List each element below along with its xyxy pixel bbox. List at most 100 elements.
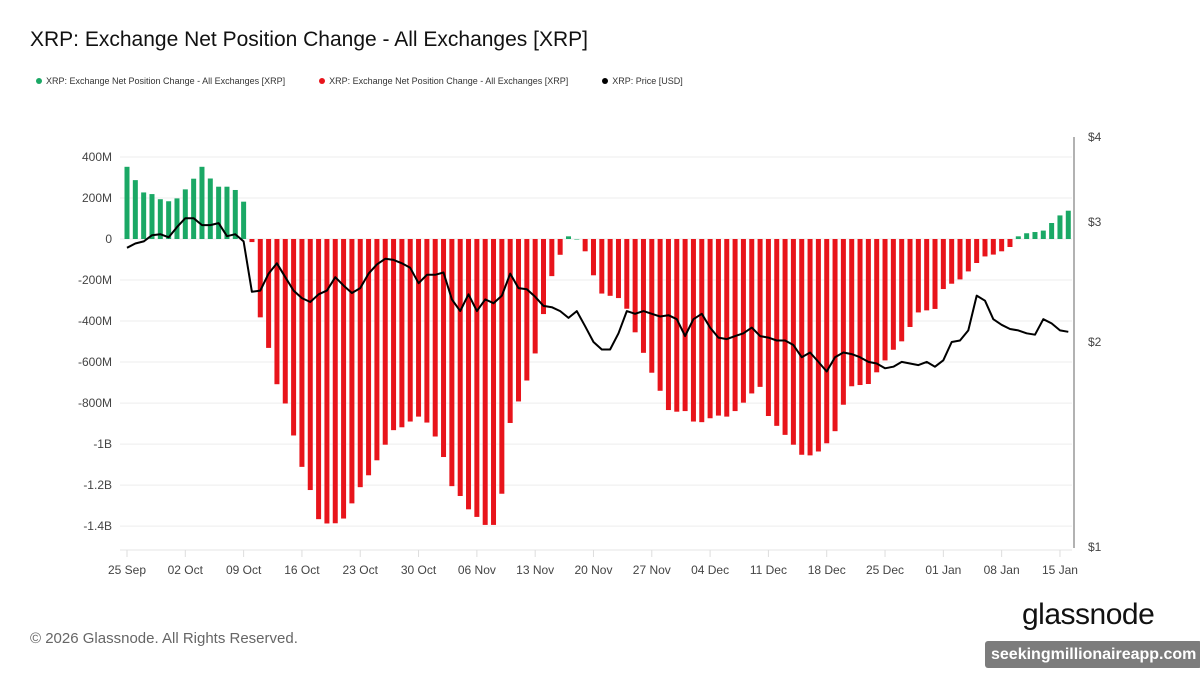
bar-outflow (607, 239, 613, 296)
bar-outflow (249, 239, 255, 243)
glassnode-logo: glassnode (1022, 598, 1155, 631)
bar-outflow (649, 239, 655, 373)
legend-item-price[interactable]: XRP: Price [USD] (602, 76, 683, 86)
bar-inflow (149, 194, 155, 239)
bar-outflow (674, 239, 680, 412)
bar-outflow (516, 239, 522, 402)
x-tick-label: 13 Nov (516, 563, 554, 577)
bar-outflow (757, 239, 763, 387)
bar-outflow (849, 239, 855, 387)
bar-inflow (232, 189, 238, 239)
bar-outflow (341, 239, 347, 519)
bar-outflow (541, 239, 546, 315)
bar-outflow (782, 239, 788, 435)
bar-outflow (774, 239, 780, 426)
bar-inflow (1015, 236, 1021, 239)
bar-inflow (207, 178, 213, 239)
bar-inflow (224, 186, 230, 239)
bar-outflow (690, 239, 696, 422)
x-tick-label: 23 Oct (343, 563, 379, 577)
x-tick-label: 18 Dec (808, 563, 846, 577)
bar-outflow (974, 239, 980, 263)
bar-outflow (632, 239, 638, 333)
bar-outflow (391, 239, 397, 431)
bar-outflow (624, 239, 630, 309)
bar-outflow (482, 239, 488, 525)
legend-dot-icon (602, 78, 609, 84)
bar-inflow (1049, 223, 1055, 239)
bar-outflow (740, 239, 746, 403)
bar-outflow (874, 239, 880, 373)
x-tick-label: 25 Sep (108, 563, 146, 577)
price-line (126, 217, 1069, 373)
bar-outflow (332, 239, 338, 524)
bar-inflow (1057, 215, 1063, 239)
bar-outflow (449, 239, 455, 487)
bar-outflow (924, 239, 930, 311)
price-line-series (126, 217, 1069, 373)
bar-outflow (749, 239, 755, 394)
watermark: seekingmillionaireapp.com (985, 641, 1200, 668)
bar-outflow (324, 239, 330, 524)
bar-outflow (524, 239, 530, 381)
bar-inflow (1040, 230, 1046, 239)
bar-inflow (191, 178, 197, 239)
bar-outflow (824, 239, 830, 444)
bar-outflow (657, 239, 663, 391)
y-left-tick-label: 0 (105, 232, 112, 246)
bar-inflow (216, 186, 222, 239)
bar-outflow (599, 239, 605, 294)
x-tick-label: 11 Dec (750, 563, 787, 577)
bar-outflow (957, 239, 963, 280)
legend-label: XRP: Price [USD] (612, 76, 683, 86)
legend-label: XRP: Exchange Net Position Change - All … (46, 76, 286, 86)
bar-outflow (474, 239, 480, 517)
bar-outflow (274, 239, 280, 385)
bar-outflow (857, 239, 863, 386)
bar-outflow (982, 239, 988, 257)
legend-item-outflow[interactable]: XRP: Exchange Net Position Change - All … (319, 76, 568, 86)
bar-outflow (282, 239, 288, 404)
bar-outflow (382, 239, 388, 445)
bar-outflow (299, 239, 305, 467)
legend-label: XRP: Exchange Net Position Change - All … (329, 76, 569, 86)
legend-item-inflow[interactable]: XRP: Exchange Net Position Change - All … (36, 76, 285, 86)
bar-outflow (665, 239, 671, 411)
bar-inflow (132, 180, 138, 239)
x-tick-label: 15 Jan (1042, 563, 1078, 577)
bar-outflow (882, 239, 888, 361)
bar-inflow (182, 189, 188, 239)
x-tick-label: 20 Nov (574, 563, 612, 577)
bar-outflow (316, 239, 322, 520)
bar-inflow (1032, 232, 1038, 239)
bar-inflow (1024, 233, 1030, 239)
y-left-tick-label: -400M (78, 314, 112, 328)
x-tick-label: 16 Oct (284, 563, 320, 577)
x-tick-label: 02 Oct (168, 563, 204, 577)
bar-outflow (441, 239, 447, 458)
bar-outflow (840, 239, 846, 405)
bar-outflow (807, 239, 813, 456)
bar-outflow (257, 239, 263, 318)
bar-outflow (615, 239, 621, 299)
bar-outflow (466, 239, 472, 510)
bar-outflow (715, 239, 721, 416)
x-tick-label: 01 Jan (925, 563, 961, 577)
bar-outflow (399, 239, 405, 428)
bar-inflow (574, 239, 580, 240)
bar-inflow (199, 166, 205, 239)
bar-inflow (174, 198, 180, 239)
copyright-footer: © 2026 Glassnode. All Rights Reserved. (30, 630, 298, 647)
x-tick-label: 04 Dec (691, 563, 729, 577)
bar-outflow (799, 239, 805, 455)
chart-title: XRP: Exchange Net Position Change - All … (30, 28, 588, 51)
bar-outflow (865, 239, 871, 385)
bar-outflow (590, 239, 596, 276)
bar-inflow (124, 166, 130, 239)
y-right-tick-label: $3 (1088, 215, 1102, 229)
bar-outflow (407, 239, 413, 422)
bar-outflow (999, 239, 1005, 252)
y-right-tick-label: $2 (1088, 335, 1102, 349)
bar-outflow (491, 239, 497, 525)
bar-outflow (907, 239, 913, 327)
